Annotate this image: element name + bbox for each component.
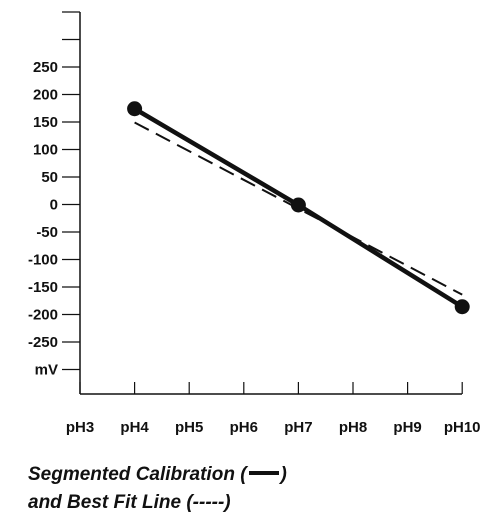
y-tick-label: -150 xyxy=(28,279,58,296)
y-tick-label: 50 xyxy=(41,169,58,186)
y-tick-label: 100 xyxy=(33,142,58,159)
solid-line-legend-swatch xyxy=(248,471,279,476)
y-tick-label: -200 xyxy=(28,307,58,324)
calibration-point xyxy=(290,197,306,213)
chart-caption-line-1: Segmented Calibration () xyxy=(28,464,287,486)
y-tick-label: -100 xyxy=(28,252,58,269)
y-axis-ticks: 250 200 150 100 50 0 -50 -100 -150 -200 -250 mV xyxy=(28,11,80,379)
caption-close-paren: ) xyxy=(280,464,287,485)
x-tick-label: pH8 xyxy=(339,419,367,436)
x-tick-label: pH10 xyxy=(444,419,481,436)
x-tick-label: pH3 xyxy=(66,419,94,436)
y-tick-label: 200 xyxy=(33,87,58,104)
chart-series xyxy=(127,101,470,315)
caption-segmented-text: Segmented Calibration ( xyxy=(28,464,247,485)
y-tick-label: 250 xyxy=(33,59,58,76)
x-tick-label: pH7 xyxy=(284,419,312,436)
y-tick-label: -250 xyxy=(28,334,58,351)
calibration-point xyxy=(454,299,470,315)
y-tick-label: mV xyxy=(35,362,58,379)
chart-caption-line-2: and Best Fit Line (-----) xyxy=(28,492,231,513)
calibration-point xyxy=(127,101,143,117)
x-tick-label: pH6 xyxy=(230,419,258,436)
y-tick-label: 0 xyxy=(50,197,58,214)
y-tick-label: 150 xyxy=(33,114,58,131)
y-tick-label: -50 xyxy=(36,224,58,241)
x-tick-label: pH9 xyxy=(393,419,421,436)
x-tick-label: pH5 xyxy=(175,419,203,436)
x-axis-ticks: pH3 pH4 pH5 pH6 pH7 pH8 pH9 pH10 xyxy=(66,382,481,436)
best-fit-line xyxy=(134,121,463,296)
x-tick-label: pH4 xyxy=(120,419,149,436)
chart-axes xyxy=(79,12,462,395)
calibration-chart: 250 200 150 100 50 0 -50 -100 -150 -200 -250 mV pH3… xyxy=(28,11,481,436)
